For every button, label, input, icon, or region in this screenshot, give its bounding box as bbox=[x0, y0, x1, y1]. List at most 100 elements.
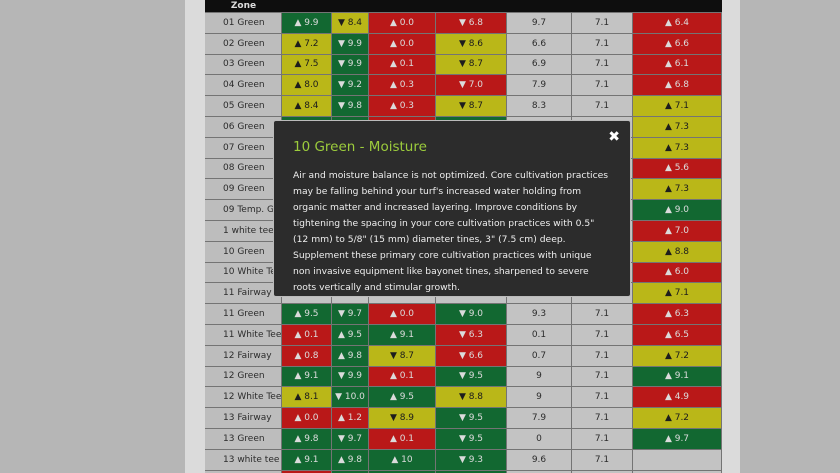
cell: 0 bbox=[507, 428, 572, 449]
status-cell: ▲ 9.8 bbox=[332, 345, 369, 366]
status-cell: ▲ 0.1 bbox=[369, 54, 436, 75]
status-cell: ▲ 0.3 bbox=[369, 96, 436, 116]
status-cell: ▼ 8.9 bbox=[369, 408, 436, 428]
status-cell: ▼ 8.7 bbox=[436, 54, 507, 75]
status-cell: ▲ 0.1 bbox=[282, 324, 332, 345]
status-cell: ▲ 9.1 bbox=[369, 324, 436, 345]
status-cell: ▲ 1.2 bbox=[332, 408, 369, 428]
status-cell: ▲ 10 bbox=[369, 449, 436, 470]
status-cell: ▲ 0.0 bbox=[369, 33, 436, 54]
cell: 7.1 bbox=[572, 324, 633, 345]
zone-cell: 12 White Tee bbox=[205, 387, 282, 408]
header-cell: Zone bbox=[205, 0, 282, 12]
status-cell: ▲ 9.7 bbox=[633, 428, 722, 449]
status-cell: ▲ 0.1 bbox=[369, 428, 436, 449]
status-cell: ▲ 0.9 bbox=[282, 470, 332, 473]
status-cell: ▲ 9.8 bbox=[282, 428, 332, 449]
status-cell: ▲ 10 bbox=[369, 470, 436, 473]
status-cell: ▲ 7.1 bbox=[633, 283, 722, 304]
cell: 0.1 bbox=[507, 324, 572, 345]
status-cell: ▼ 7.0 bbox=[436, 75, 507, 96]
table-row: 12 White Tee ▲ 8.1 ▼ 10.0 ▲ 9.5 ▼ 8.8 9 7.1 ▲ 4… bbox=[205, 387, 722, 409]
status-cell: ▲ 0.1 bbox=[369, 366, 436, 387]
table-row: 13 Fairway ▲ 0.0 ▲ 1.2 ▼ 8.9 ▼ 9.5 7.9 7.1 ▲ 7.… bbox=[205, 408, 722, 429]
status-cell: ▼ 6.6 bbox=[436, 345, 507, 366]
status-cell: ▲ 7.3 bbox=[633, 116, 722, 137]
table-row: 14 Blue Tee▲ 0.9▲ 9.9▲ 10▼ 9.997.1 bbox=[205, 470, 722, 473]
zone-cell: 13 Fairway bbox=[205, 408, 282, 428]
status-cell: ▼ 9.9 bbox=[332, 54, 369, 75]
status-cell: ▲ 7.2 bbox=[282, 33, 332, 54]
status-cell: ▲ 0.0 bbox=[369, 13, 436, 33]
status-cell: ▲ 0.8 bbox=[282, 345, 332, 366]
status-cell: ▲ 8.8 bbox=[633, 241, 722, 262]
cell: 6.6 bbox=[507, 33, 572, 54]
table-row: 05 Green ▲ 8.4 ▼ 9.8 ▲ 0.3 ▼ 8.7 8.3 7.1 ▲ 7.1 bbox=[205, 96, 722, 117]
cell: 7.9 bbox=[507, 408, 572, 428]
status-cell: ▼ 9.7 bbox=[332, 304, 369, 324]
cell: 7.1 bbox=[572, 408, 633, 428]
status-cell: ▼ 9.5 bbox=[436, 428, 507, 449]
status-cell: ▼ 9.7 bbox=[332, 428, 369, 449]
close-button[interactable]: ✖ bbox=[608, 129, 620, 145]
cell: 7.1 bbox=[572, 13, 633, 33]
header-cell bbox=[332, 0, 369, 12]
status-cell: ▲ 7.3 bbox=[633, 179, 722, 200]
cell: 7.1 bbox=[572, 33, 633, 54]
status-cell: ▼ 8.7 bbox=[369, 345, 436, 366]
cell: 0.7 bbox=[507, 345, 572, 366]
status-cell: ▲ 7.5 bbox=[282, 54, 332, 75]
status-cell: ▲ 6.8 bbox=[633, 75, 722, 96]
status-cell: ▲ 9.8 bbox=[332, 449, 369, 470]
table-row: 03 Green ▲ 7.5 ▼ 9.9 ▲ 0.1 ▼ 8.7 6.9 7.1 ▲ 6.1 bbox=[205, 54, 722, 76]
status-cell: ▲ 9.9 bbox=[282, 13, 332, 33]
cell: 7.1 bbox=[572, 75, 633, 96]
cell: 6.9 bbox=[507, 54, 572, 75]
header-cell bbox=[436, 0, 507, 12]
status-cell: ▲ 6.5 bbox=[633, 324, 722, 345]
status-cell: ▲ 6.0 bbox=[633, 262, 722, 283]
header-cell bbox=[282, 0, 332, 12]
status-cell: ▼ 8.8 bbox=[436, 387, 507, 408]
status-cell: ▲ 7.1 bbox=[633, 96, 722, 116]
table-row: 12 Green ▲ 9.1 ▼ 9.9 ▲ 0.1 ▼ 9.5 9 7.1 ▲ 9.1 bbox=[205, 366, 722, 388]
cell: 9.6 bbox=[507, 449, 572, 470]
cell: 7.1 bbox=[572, 449, 633, 470]
table-row: 01 Green ▲ 9.9 ▼ 8.4 ▲ 0.0 ▼ 6.8 9.7 7.1 ▲ 6.4 bbox=[205, 13, 722, 34]
cell: 7.1 bbox=[572, 428, 633, 449]
status-cell: ▼ 6.3 bbox=[436, 324, 507, 345]
status-cell: ▲ 9.1 bbox=[633, 366, 722, 387]
status-cell: ▲ 4.9 bbox=[633, 387, 722, 408]
modal-title: 10 Green - Moisture bbox=[293, 139, 427, 155]
status-cell: ▼ 9.9 bbox=[436, 470, 507, 473]
zone-cell: 12 Fairway bbox=[205, 345, 282, 366]
cell: 9.3 bbox=[507, 304, 572, 324]
status-cell: ▲ 9.5 bbox=[369, 387, 436, 408]
status-cell: ▼ 8.6 bbox=[436, 33, 507, 54]
table-row: 13 white tee ▲ 9.1 ▲ 9.8 ▲ 10 ▼ 9.3 9.6 7.1 bbox=[205, 449, 722, 471]
cell: 7.1 bbox=[572, 345, 633, 366]
cell: 9 bbox=[507, 470, 572, 473]
status-cell: ▲ 9.5 bbox=[332, 324, 369, 345]
status-cell: ▼ 9.5 bbox=[436, 366, 507, 387]
cell: 7.9 bbox=[507, 75, 572, 96]
cell: 7.1 bbox=[572, 96, 633, 116]
cell: 8.3 bbox=[507, 96, 572, 116]
cell: 7.1 bbox=[572, 54, 633, 75]
cell: 9 bbox=[507, 366, 572, 387]
status-cell: ▼ 9.2 bbox=[332, 75, 369, 96]
status-cell: ▲ 9.1 bbox=[282, 366, 332, 387]
modal-body: Air and moisture balance is not optimize… bbox=[293, 170, 609, 293]
modal: 10 Green - Moisture Air and moisture bal… bbox=[273, 120, 631, 297]
status-cell: ▼ 9.9 bbox=[332, 33, 369, 54]
header-cell bbox=[572, 0, 633, 12]
status-cell: ▲ 8.4 bbox=[282, 96, 332, 116]
header-cell bbox=[633, 0, 722, 12]
status-cell: ▼ 9.9 bbox=[332, 366, 369, 387]
status-cell: ▼ 10.0 bbox=[332, 387, 369, 408]
status-cell: ▼ 9.3 bbox=[436, 449, 507, 470]
status-cell: ▲ 6.1 bbox=[633, 54, 722, 75]
status-cell: ▲ 6.6 bbox=[633, 33, 722, 54]
status-cell: ▲ 7.0 bbox=[633, 220, 722, 241]
zone-cell: 04 Green bbox=[205, 75, 282, 96]
